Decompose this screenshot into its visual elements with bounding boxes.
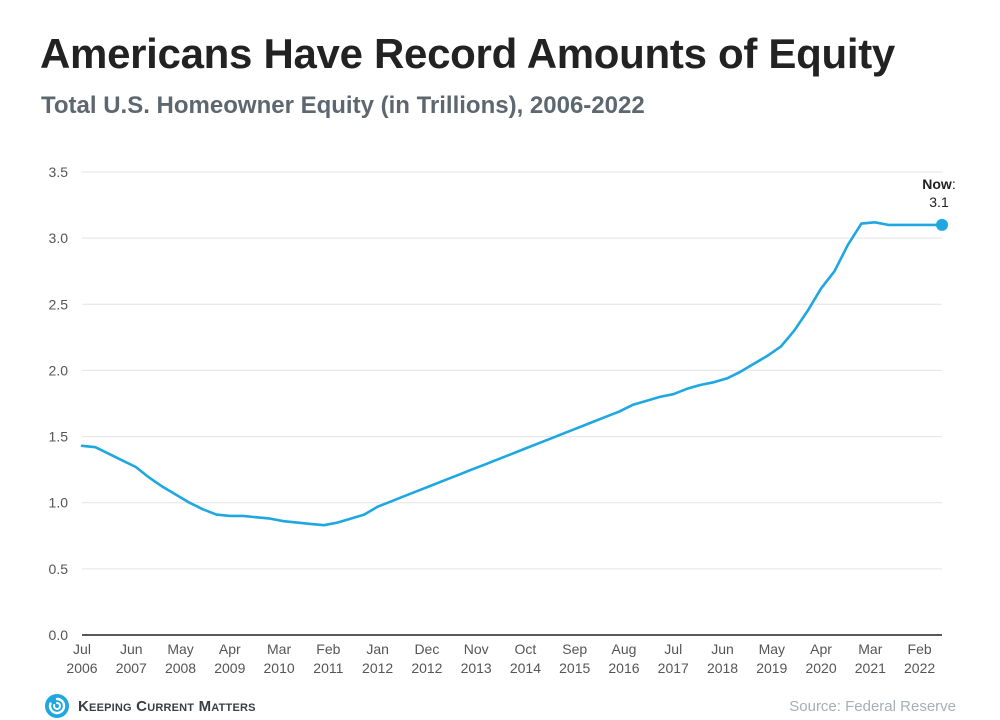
x-tick-label-month: Jun xyxy=(120,641,143,657)
x-tick-label-year: 2021 xyxy=(855,660,886,676)
x-tick-label-month: May xyxy=(167,641,193,657)
x-tick-label-year: 2016 xyxy=(608,660,639,676)
x-tick-label-month: Apr xyxy=(219,641,241,657)
x-tick-label-year: 2013 xyxy=(461,660,492,676)
y-tick-label: 3.0 xyxy=(49,230,69,246)
x-tick-label-year: 2009 xyxy=(214,660,245,676)
x-tick-label-year: 2006 xyxy=(66,660,97,676)
x-tick-label-month: Feb xyxy=(316,641,340,657)
x-tick-label-month: Oct xyxy=(515,641,537,657)
x-tick-label-year: 2014 xyxy=(510,660,541,676)
y-tick-label: 0.0 xyxy=(49,627,69,643)
page-title: Americans Have Record Amounts of Equity xyxy=(40,30,895,77)
y-axis-ticks: 0.0 0.5 1.0 1.5 2.0 2.5 3.0 3.5 xyxy=(49,164,69,643)
series-line-homeowner-equity xyxy=(80,221,944,527)
now-annotation-value: 3.1 xyxy=(929,194,949,210)
now-annotation-label: Now: xyxy=(922,176,955,192)
x-tick-label-month: Jan xyxy=(366,641,389,657)
source-note: Source: Federal Reserve xyxy=(789,698,956,715)
x-tick-label-month: Aug xyxy=(612,641,637,657)
x-tick-label-year: 2012 xyxy=(362,660,393,676)
x-tick-label-month: Nov xyxy=(464,641,489,657)
now-annotation-word: Now xyxy=(922,176,952,192)
y-tick-label: 2.5 xyxy=(49,296,69,312)
now-annotation-colon: : xyxy=(952,176,956,192)
y-tick-label: 2.0 xyxy=(49,362,69,378)
x-tick-label-year: 2022 xyxy=(904,660,935,676)
x-axis-ticks: Jul 2006 Jun 2007 May 2008 Apr 2009 Mar 2010 Feb 20… xyxy=(66,641,935,676)
kcm-logo: Keeping Current Matters xyxy=(44,693,256,719)
x-tick-label-year: 2007 xyxy=(116,660,147,676)
x-tick-label-year: 2017 xyxy=(658,660,689,676)
x-tick-label-year: 2012 xyxy=(411,660,442,676)
y-tick-label: 3.5 xyxy=(49,164,69,180)
x-tick-label-month: May xyxy=(759,641,785,657)
y-tick-label: 1.5 xyxy=(49,429,69,445)
x-tick-label-year: 2020 xyxy=(805,660,836,676)
grid-lines xyxy=(82,171,942,570)
x-tick-label-month: Jul xyxy=(73,641,91,657)
logo-text: Keeping Current Matters xyxy=(78,697,256,715)
swirl-logo-icon xyxy=(45,694,69,718)
x-tick-label-month: Apr xyxy=(810,641,832,657)
x-tick-label-year: 2015 xyxy=(559,660,590,676)
x-tick-label-month: Jul xyxy=(664,641,682,657)
x-tick-label-year: 2010 xyxy=(264,660,295,676)
y-tick-label: 0.5 xyxy=(49,561,69,577)
x-tick-label-year: 2019 xyxy=(756,660,787,676)
x-tick-label-month: Dec xyxy=(414,641,439,657)
chart-subtitle: Total U.S. Homeowner Equity (in Trillion… xyxy=(41,92,645,119)
equity-line-chart: 0.0 0.5 1.0 1.5 2.0 2.5 3.0 3.5 Jul 2006 Jun 2007 M… xyxy=(49,164,956,676)
x-tick-label-month: Jun xyxy=(711,641,734,657)
x-tick-label-year: 2011 xyxy=(313,660,343,676)
y-tick-label: 1.0 xyxy=(49,495,69,511)
x-tick-label-month: Mar xyxy=(267,641,291,657)
x-tick-label-month: Sep xyxy=(562,641,587,657)
x-tick-label-month: Mar xyxy=(858,641,882,657)
x-tick-label-year: 2008 xyxy=(165,660,196,676)
now-point-marker xyxy=(936,218,948,231)
x-tick-label-year: 2018 xyxy=(707,660,738,676)
x-tick-label-month: Feb xyxy=(908,641,932,657)
